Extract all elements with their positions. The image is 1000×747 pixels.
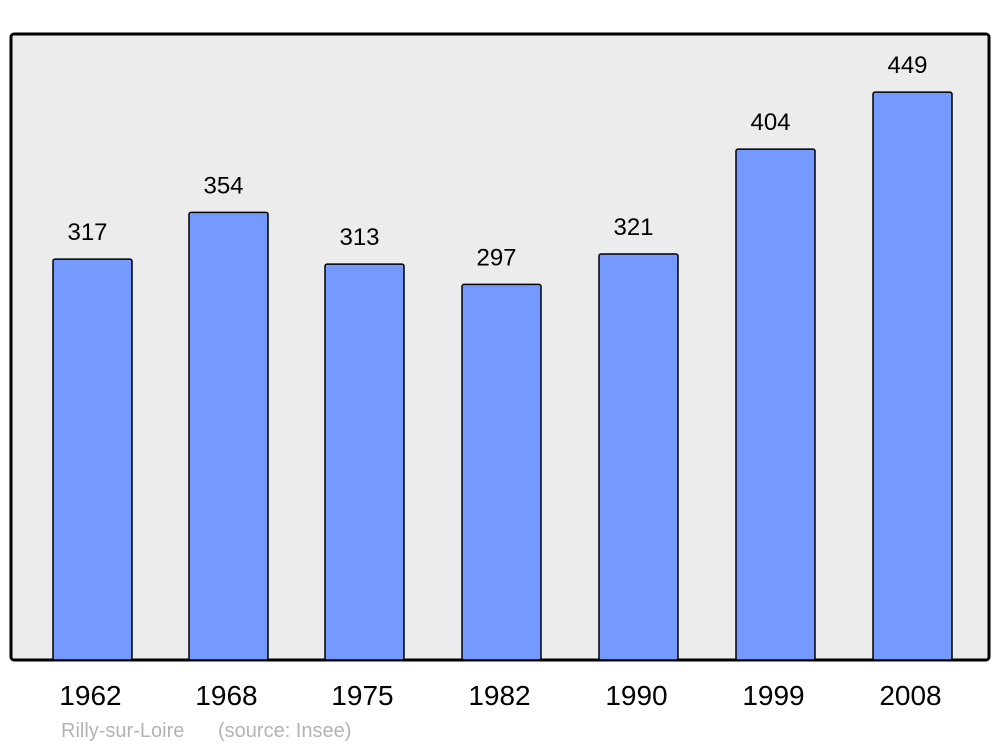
bar-1990 <box>598 253 679 661</box>
bar-1982 <box>461 283 542 661</box>
bar-2008 <box>872 91 953 661</box>
bar-1968 <box>188 211 269 661</box>
bar-1962 <box>52 258 133 661</box>
x-tick-label-1982: 1982 <box>468 680 530 711</box>
footer-source: (source: Insee) <box>218 720 351 742</box>
data-label-1982: 297 <box>476 244 516 271</box>
x-tick-label-2008: 2008 <box>879 680 941 711</box>
x-tick-label-1990: 1990 <box>605 680 667 711</box>
data-label-1975: 313 <box>339 224 379 251</box>
x-tick-label-1999: 1999 <box>742 680 804 711</box>
data-label-1962: 317 <box>67 219 107 246</box>
data-label-1968: 354 <box>203 172 243 199</box>
bar-1975 <box>324 263 405 661</box>
data-label-1999: 404 <box>750 109 790 136</box>
data-label-1990: 321 <box>613 214 653 241</box>
x-tick-label-1962: 1962 <box>59 680 121 711</box>
data-label-2008: 449 <box>887 52 927 79</box>
footer-place: Rilly-sur-Loire <box>61 720 184 742</box>
x-tick-label-1968: 1968 <box>195 680 257 711</box>
bar-1999 <box>735 148 816 661</box>
x-tick-label-1975: 1975 <box>331 680 393 711</box>
